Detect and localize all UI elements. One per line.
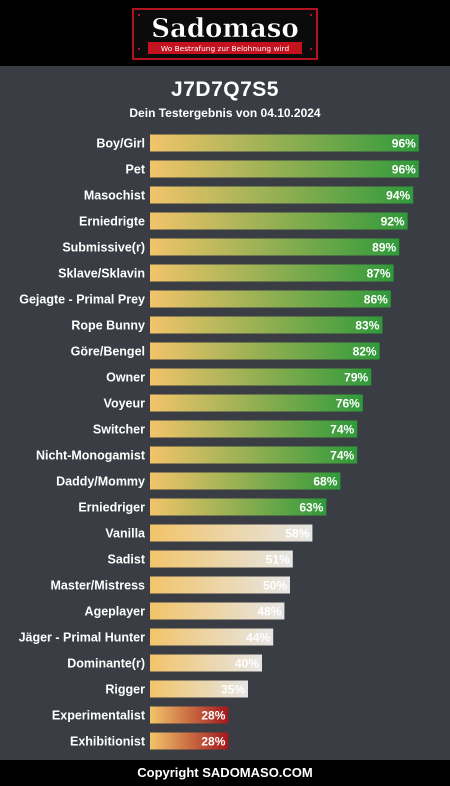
bar-value-label: 76%: [336, 397, 360, 411]
bar: [150, 446, 358, 464]
bar-value-label: 74%: [330, 449, 354, 463]
bar-value-label: 74%: [330, 423, 354, 437]
bar: [150, 602, 285, 620]
bar: [150, 238, 400, 256]
bar-label: Switcher: [93, 423, 145, 437]
bar-label: Rigger: [105, 683, 145, 697]
bar-value-label: 82%: [353, 345, 377, 359]
bar-value-label: 89%: [372, 241, 396, 255]
bar-label: Erniedrigte: [79, 215, 145, 229]
bar: [150, 654, 262, 672]
bar-label: Voyeur: [104, 397, 146, 411]
bar-label: Nicht-Monogamist: [36, 449, 146, 463]
bar-value-label: 96%: [392, 137, 416, 151]
bar-label: Daddy/Mommy: [56, 475, 145, 489]
bar-label: Gejagte - Primal Prey: [19, 293, 145, 307]
logo-tagline-text: Wo Bestrafung zur Belohnung wird: [161, 44, 290, 53]
bar: [150, 524, 313, 542]
bar: [150, 368, 372, 386]
bar-value-label: 79%: [344, 371, 368, 385]
bar: [150, 264, 394, 282]
bar-value-label: 40%: [235, 657, 259, 671]
bar-label: Ageplayer: [85, 605, 146, 619]
bar: [150, 316, 383, 334]
bar-label: Pet: [126, 163, 146, 177]
bar-label: Exhibitionist: [70, 735, 146, 749]
bar-value-label: 94%: [386, 189, 410, 203]
sadomaso-logo[interactable]: Sadomaso Wo Bestrafung zur Belohnung wir…: [132, 8, 318, 60]
bar-value-label: 58%: [285, 527, 309, 541]
bar: [150, 472, 341, 490]
bar-value-label: 51%: [266, 553, 290, 567]
bar-value-label: 92%: [381, 215, 405, 229]
bar: [150, 732, 229, 750]
site-footer: Copyright SADOMASO.COM: [0, 760, 450, 786]
bar-label: Sadist: [107, 553, 145, 567]
bar-value-label: 48%: [257, 605, 281, 619]
bar-label: Submissive(r): [62, 241, 145, 255]
bar-value-label: 96%: [392, 163, 416, 177]
bar-label: Sklave/Sklavin: [58, 267, 145, 281]
bar: [150, 160, 419, 178]
bar-value-label: 50%: [263, 579, 287, 593]
bar-label: Erniedriger: [78, 501, 145, 515]
bar: [150, 420, 358, 438]
bar: [150, 628, 274, 646]
bar-label: Rope Bunny: [71, 319, 145, 333]
bar: [150, 134, 419, 152]
bar-label: Masochist: [84, 189, 146, 203]
bar: [150, 576, 290, 594]
bar-value-label: 28%: [201, 735, 225, 749]
logo-brand-text: Sadomaso: [151, 14, 298, 44]
site-header: Sadomaso Wo Bestrafung zur Belohnung wir…: [0, 0, 450, 66]
bar-label: Dominante(r): [67, 657, 145, 671]
bar: [150, 394, 363, 412]
bar-label: Göre/Bengel: [71, 345, 145, 359]
bar-value-label: 63%: [299, 501, 323, 515]
bar-value-label: 28%: [201, 709, 225, 723]
bar: [150, 680, 248, 698]
result-date: Dein Testergebnis von 04.10.2024: [129, 106, 321, 120]
copyright-text[interactable]: Copyright SADOMASO.COM: [137, 765, 313, 780]
bar: [150, 212, 408, 230]
bar-label: Jäger - Primal Hunter: [19, 631, 146, 645]
bar: [150, 706, 229, 724]
bar: [150, 290, 391, 308]
bar-label: Experimentalist: [52, 709, 146, 723]
bar-label: Vanilla: [105, 527, 146, 541]
bar: [150, 550, 293, 568]
bar-label: Boy/Girl: [96, 137, 145, 151]
bar-label: Owner: [106, 371, 145, 385]
bar-label: Master/Mistress: [51, 579, 146, 593]
result-code: J7D7Q7S5: [171, 78, 279, 101]
bar-value-label: 83%: [355, 319, 379, 333]
bar-value-label: 35%: [221, 683, 245, 697]
bar-value-label: 44%: [246, 631, 270, 645]
bar-value-label: 87%: [367, 267, 391, 281]
bar-value-label: 68%: [313, 475, 337, 489]
bar-value-label: 86%: [364, 293, 388, 307]
bar: [150, 342, 380, 360]
bar: [150, 498, 327, 516]
bar: [150, 186, 414, 204]
